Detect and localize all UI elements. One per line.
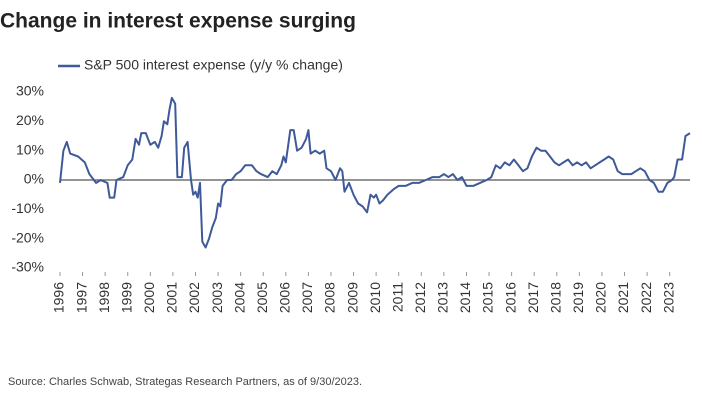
x-tick-label: 2011 (389, 282, 405, 312)
x-tick-label: 2017 (525, 282, 541, 313)
y-tick-label: -10% (11, 200, 44, 216)
x-tick-label: 2005 (254, 282, 270, 313)
x-tick-label: 2000 (141, 282, 157, 313)
x-tick-label: 2020 (593, 282, 609, 313)
x-tick-label: 2007 (299, 282, 315, 313)
x-tick-label: 2006 (277, 282, 293, 313)
x-tick-label: 1996 (51, 282, 67, 313)
x-tick-label: 2018 (547, 282, 563, 313)
x-tick-label: 2009 (344, 282, 360, 313)
x-tick-label: 2016 (502, 282, 518, 313)
x-tick-label: 2010 (367, 282, 383, 313)
source-note: Source: Charles Schwab, Strategas Resear… (8, 376, 362, 388)
x-tick-label: 2004 (231, 282, 247, 313)
chart-title: Change in interest expense surging (0, 10, 356, 33)
x-tick-label: 1999 (118, 282, 134, 313)
x-tick-label: 2021 (615, 282, 631, 313)
y-tick-label: 0% (24, 171, 44, 187)
y-tick-label: -20% (11, 229, 44, 245)
x-tick-label: 2003 (209, 282, 225, 313)
legend-label: S&P 500 interest expense (y/y % change) (84, 57, 343, 73)
data-line (59, 96, 691, 249)
x-tick-label: 2023 (660, 282, 676, 313)
x-tick-label: 2001 (164, 282, 180, 313)
y-tick-label: 10% (16, 141, 44, 157)
y-tick-label: 30% (16, 83, 44, 99)
x-tick-label: 2013 (435, 282, 451, 313)
x-tick-label: 1997 (73, 282, 89, 313)
x-tick-label: 2002 (186, 282, 202, 313)
x-tick-label: 2019 (570, 282, 586, 313)
x-tick-label: 2015 (480, 282, 496, 313)
x-tick-label: 2012 (412, 282, 428, 313)
x-tick-label: 2022 (638, 282, 654, 313)
y-tick-label: 20% (16, 112, 44, 128)
x-tick-label: 1998 (96, 282, 112, 313)
y-tick-label: -30% (11, 259, 44, 275)
x-tick-label: 2014 (457, 282, 473, 313)
x-tick-label: 2008 (322, 282, 338, 313)
